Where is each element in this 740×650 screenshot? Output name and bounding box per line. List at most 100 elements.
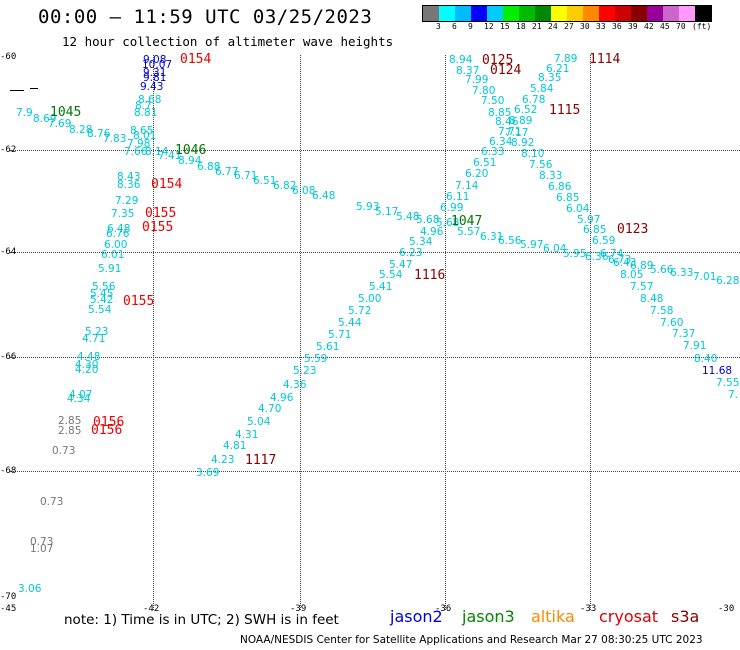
wave-height-value: 6.73 (608, 254, 632, 266)
wave-height-value: 7.99 (465, 74, 489, 86)
wave-height-value: 6.71 (234, 170, 258, 182)
footer-note: note: 1) Time is in UTC; 2) SWH is in fe… (64, 612, 339, 628)
pass-time-label: 0154 (151, 177, 183, 192)
latitude-label: -68 (0, 466, 17, 476)
wave-height-value: 10.07 (142, 59, 173, 71)
wave-height-value: 4.96 (420, 226, 444, 238)
wave-height-value: 7.41 (158, 150, 182, 162)
wave-height-value: 7.50 (481, 95, 505, 107)
pass-time-label: 1115 (549, 103, 581, 118)
wave-height-value: 8.89 (509, 115, 533, 127)
wave-height-value: 8.7 (135, 100, 152, 112)
wave-height-value: 4.36 (283, 379, 307, 391)
wave-height-value: 8.43 (117, 171, 141, 183)
color-scale-label: 36 (612, 22, 622, 31)
color-scale-label: 24 (548, 22, 558, 31)
wave-height-value: 9.81 (143, 72, 167, 84)
parallel-line (10, 252, 740, 253)
wave-height-value: 9.08 (143, 54, 167, 66)
longitude-label: -30 (718, 604, 735, 614)
wave-height-value: 6.77 (215, 166, 239, 178)
color-scale-label: 15 (500, 22, 510, 31)
color-swatch (423, 6, 439, 21)
wave-height-value: 9.43 (140, 81, 164, 93)
longitude-label: -39 (290, 604, 307, 614)
wave-height-value: 5.04 (247, 416, 271, 428)
wave-height-value: 7.57 (630, 281, 654, 293)
wave-height-value: 5.66 (650, 264, 674, 276)
wave-height-value: 8.48 (640, 293, 664, 305)
color-swatch (631, 6, 647, 21)
wave-height-value: 5.00 (358, 293, 382, 305)
wave-height-value: 7.98 (127, 138, 151, 150)
color-scale-label: 12 (484, 22, 494, 31)
wave-height-value: 8.37 (456, 65, 480, 77)
color-scale-label: 42 (644, 22, 654, 31)
color-scale-label: 33 (596, 22, 606, 31)
wave-height-value: 3.06 (18, 583, 42, 595)
color-scale-label: 18 (516, 22, 526, 31)
wave-height-value: 3.69 (196, 467, 220, 479)
color-swatch (471, 6, 487, 21)
pass-time-label: 1114 (589, 52, 621, 67)
wave-height-value: 6.11 (446, 191, 470, 203)
wave-height-value: 5.34 (409, 236, 433, 248)
wave-height-value: 7.14 (455, 180, 479, 192)
wave-height-value: 8.76 (87, 128, 111, 140)
wave-height-value: 7.60 (660, 317, 684, 329)
color-scale-label: 30 (580, 22, 590, 31)
wave-height-value: 4.96 (270, 392, 294, 404)
wave-height-value: 5.97 (520, 239, 544, 251)
wave-height-value: 6.43 (613, 257, 637, 269)
wave-height-value: 8.68 (138, 94, 162, 106)
wave-height-value: 6.99 (440, 202, 464, 214)
latitude-label: -62 (0, 145, 17, 155)
wave-height-value: 7. (728, 389, 739, 401)
wave-height-value: 6.04 (543, 243, 567, 255)
color-swatch (487, 6, 503, 21)
color-swatch (663, 6, 679, 21)
parallel-line (10, 150, 740, 151)
wave-height-value: 4.34 (67, 393, 91, 405)
color-scale-label: (ft) (692, 22, 712, 31)
wave-height-value: 6.51 (473, 157, 497, 169)
wave-height-value: 7.9 (16, 107, 33, 119)
color-scale-label: 70 (676, 22, 686, 31)
pass-time-label: 0123 (617, 222, 649, 237)
wave-height-value: 0.73 (40, 496, 64, 508)
wave-height-value: 5.93 (356, 201, 380, 213)
color-scale-label: 21 (532, 22, 542, 31)
wave-height-value: 5.91 (98, 263, 122, 275)
color-swatch (455, 6, 471, 21)
wave-height-value: 5.41 (369, 281, 393, 293)
wave-height-value: 6.88 (197, 161, 221, 173)
wave-height-value: 5.44 (338, 317, 362, 329)
wave-height-value: 6.08 (292, 185, 316, 197)
wave-height-value: 5.47 (389, 259, 413, 271)
color-swatch (599, 6, 615, 21)
wave-height-value: 4.07 (69, 389, 93, 401)
wave-height-value: 4.48 (77, 351, 101, 363)
wave-height-value: 8.10 (521, 148, 545, 160)
wave-height-value: 8.40 (694, 353, 718, 365)
wave-height-value: 6.74 (600, 248, 624, 260)
wave-height-value: 8.94 (449, 54, 473, 66)
wave-height-value: 7.89 (554, 53, 578, 65)
wave-height-value: 8.05 (620, 269, 644, 281)
wave-height-value: 4.70 (258, 403, 282, 415)
pass-time-label: 0156 (91, 423, 123, 438)
wave-height-value: 4.31 (235, 429, 259, 441)
wave-height-value: 8.35 (538, 72, 562, 84)
coastline-mark (30, 88, 38, 89)
wave-height-value: 2.85 (58, 415, 82, 427)
wave-height-value: 6.48 (107, 223, 131, 235)
wave-height-value: 0.73 (30, 536, 54, 548)
wave-height-value: 6.23 (399, 247, 423, 259)
color-swatch (535, 6, 551, 21)
color-scale-label: 3 (436, 22, 441, 31)
wave-height-value: 7.66 (124, 146, 148, 158)
pass-time-label: 0155 (123, 294, 155, 309)
color-scale-label: 27 (564, 22, 574, 31)
pass-time-label: 1045 (50, 105, 82, 120)
